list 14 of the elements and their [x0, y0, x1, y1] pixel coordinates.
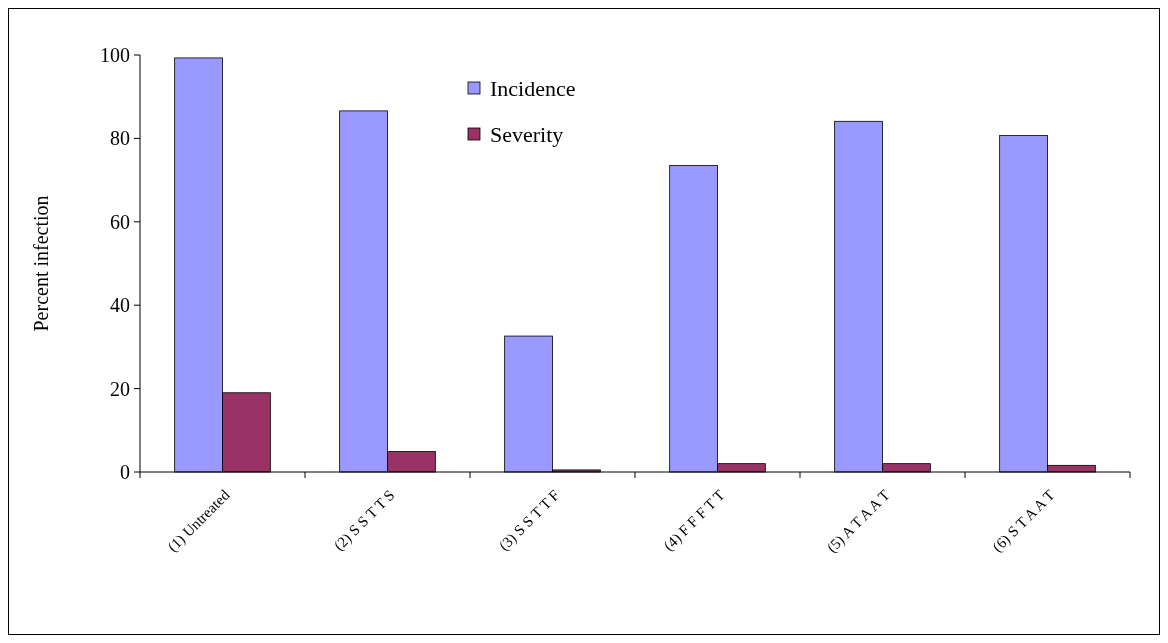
- y-tick-label: 40: [110, 294, 130, 317]
- legend-label: Severity: [490, 121, 564, 147]
- x-tick-label: (2) S S T T S: [330, 486, 399, 555]
- legend-label: Incidence: [490, 75, 576, 101]
- x-tick-label: (3) S S T T F: [495, 486, 564, 555]
- y-tick-label: 60: [110, 210, 130, 233]
- y-tick-label: 20: [110, 377, 130, 400]
- y-tick-label: 100: [100, 44, 130, 66]
- y-tick-label: 0: [120, 461, 130, 483]
- y-axis-title: Percent infection: [30, 195, 52, 332]
- y-tick-label: 80: [110, 127, 130, 150]
- x-tick-label: (6) S T A A T: [989, 486, 1059, 556]
- x-tick-label: (5) A T A A T: [823, 486, 894, 557]
- x-tick-label: (4) F F F T T: [660, 486, 729, 555]
